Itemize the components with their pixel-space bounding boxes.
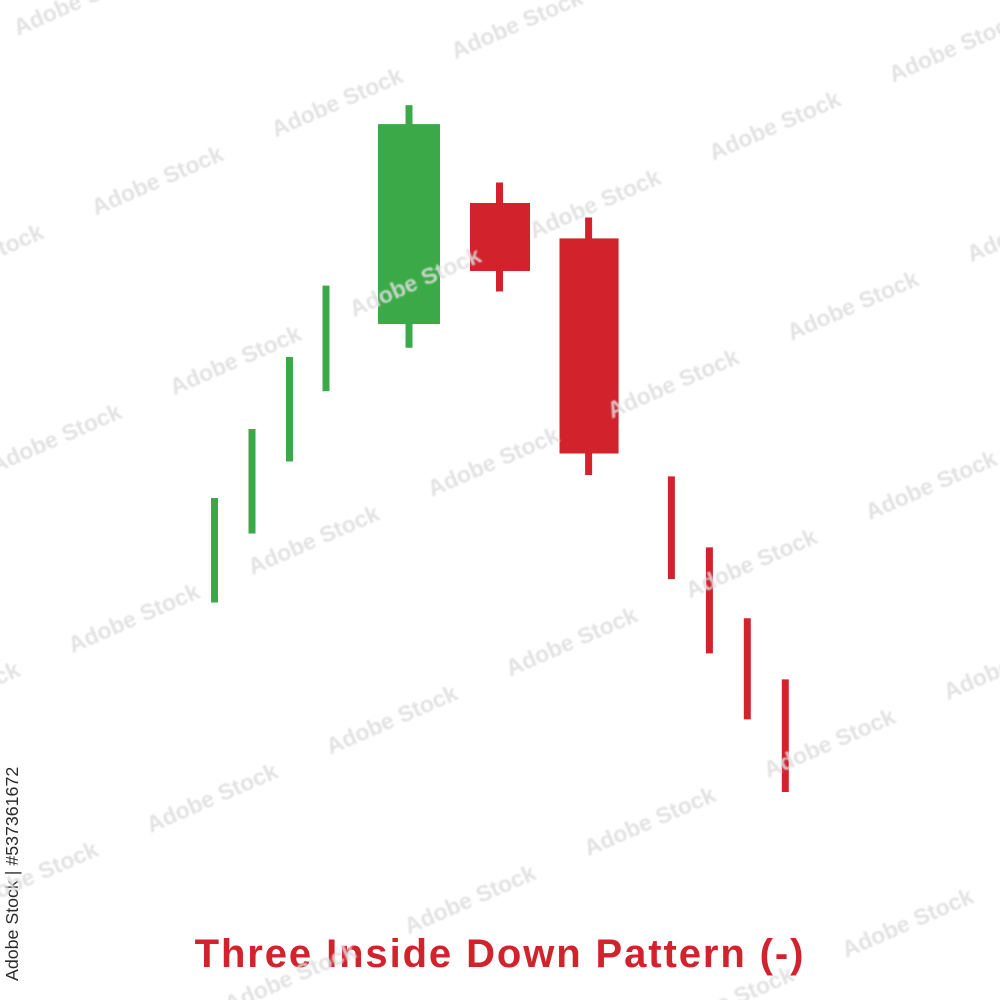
svg-text:Adobe Stock | #537361672: Adobe Stock | #537361672 bbox=[2, 767, 22, 981]
